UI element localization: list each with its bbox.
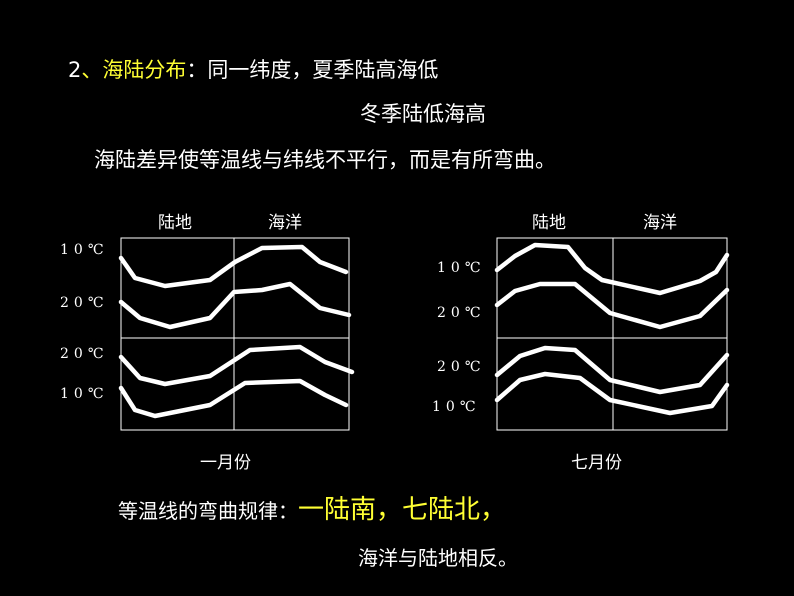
- isotherm: [494, 281, 730, 330]
- rule-text: 海洋与陆地相反。: [358, 546, 518, 570]
- column-label: 海洋: [643, 213, 677, 233]
- frame: [120, 237, 350, 431]
- isotherm: [494, 242, 730, 296]
- heading-text: ：同一纬度，夏季陆高海低: [186, 58, 439, 82]
- heading-line: 2、海陆分布：同一纬度，夏季陆高海低: [68, 60, 438, 81]
- column-label: 陆地: [532, 213, 566, 233]
- statement: 海陆差异使等温线与纬线不平行，而是有所弯曲。: [94, 148, 556, 172]
- isotherm: [118, 244, 349, 289]
- isotherm-label: 10℃: [60, 386, 109, 402]
- july-diagram: [494, 237, 730, 431]
- january-diagram: [118, 237, 355, 431]
- isotherm-label: 20℃: [60, 346, 109, 362]
- column-label: 海洋: [268, 213, 302, 233]
- isotherm: [494, 345, 730, 395]
- isotherm: [118, 281, 352, 330]
- isotherm: [118, 378, 349, 419]
- rule-lead: 等温线的弯曲规律：: [118, 499, 298, 523]
- rule-line: 等温线的弯曲规律：一陆南，七陆北，: [118, 497, 506, 523]
- heading-number: 2: [68, 58, 82, 82]
- heading-text: 冬季陆低海高: [360, 102, 486, 126]
- isotherm-label: 10℃: [432, 399, 481, 415]
- isotherm-label: 10℃: [437, 260, 486, 276]
- caption: 一月份: [200, 453, 251, 473]
- isotherm-label: 10℃: [60, 242, 109, 258]
- heading-topic: 、海陆分布: [81, 58, 187, 82]
- isotherm: [494, 371, 730, 416]
- isotherm-label: 20℃: [437, 359, 486, 375]
- frame: [496, 237, 728, 431]
- caption: 七月份: [571, 453, 622, 473]
- isotherm: [118, 344, 355, 387]
- isotherm-label: 20℃: [60, 295, 109, 311]
- rule-highlight: 一陆南，七陆北，: [298, 495, 507, 525]
- isotherm-label: 20℃: [437, 305, 486, 321]
- column-label: 陆地: [158, 213, 192, 233]
